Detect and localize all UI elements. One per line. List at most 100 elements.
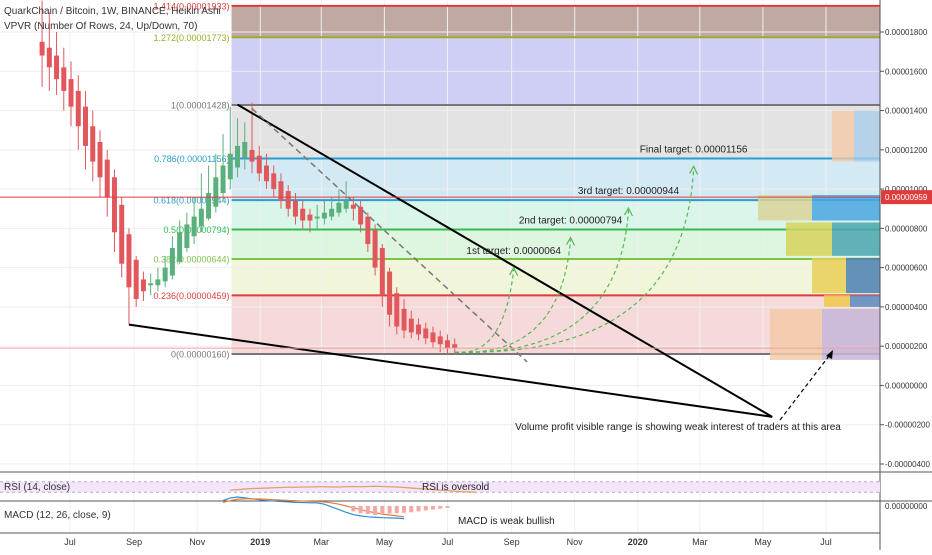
time-tick-label-1: Sep <box>126 537 142 547</box>
fib-label-4: 0.618(0.00000944) <box>153 196 229 206</box>
rsi-annotation: RSI is oversold <box>422 482 489 493</box>
candle-body-53 <box>423 328 429 339</box>
candle-body-35 <box>292 200 298 217</box>
candle-body-36 <box>300 208 306 221</box>
candle-body-45 <box>365 216 371 245</box>
candle-body-28 <box>242 141 248 158</box>
price-tick-label-1: 0.00001600 <box>885 67 928 76</box>
candle-body-21 <box>191 216 197 237</box>
macd-histogram-bar-9 <box>416 506 421 512</box>
macd-histogram-bar-1 <box>358 506 363 514</box>
target-arrowhead-2 <box>623 206 634 217</box>
candle-body-29 <box>249 149 255 162</box>
candle-body-8 <box>97 141 103 178</box>
candle-body-20 <box>184 224 190 248</box>
candle-body-5 <box>75 90 81 127</box>
macd-histogram-bar-8 <box>409 506 414 513</box>
upper-trendline <box>237 103 773 418</box>
candle-body-4 <box>68 79 74 107</box>
price-tick-label-9: 0.00000000 <box>885 381 928 390</box>
annotation-arrow-line <box>779 351 833 421</box>
macd-histogram-bar-2 <box>365 506 370 515</box>
macd-histogram-bar-6 <box>394 506 399 514</box>
candle-body-14 <box>140 279 146 292</box>
macd-histogram-bar-13 <box>445 506 450 508</box>
candle-body-40 <box>329 208 335 217</box>
candle-body-25 <box>220 165 226 194</box>
rsi-legend[interactable]: RSI (14, close) <box>4 482 71 493</box>
target-arc-2 <box>454 210 630 353</box>
target-label-3: Final target: 0.00001156 <box>640 144 748 155</box>
vpvr-legend[interactable]: VPVR (Number Of Rows, 24, Up/Down, 70) <box>4 21 198 32</box>
volume-profile-down-3 <box>850 295 880 307</box>
fib-label-0: 1.414(0.00001933) <box>153 1 229 11</box>
target-arrowhead-1 <box>566 236 576 246</box>
candle-body-26 <box>227 153 233 180</box>
rsi-line <box>230 485 477 493</box>
candle-body-16 <box>155 279 161 286</box>
current-price-badge-label: 0.00000959 <box>885 193 928 202</box>
candle-body-33 <box>278 181 284 201</box>
candle-body-55 <box>437 336 443 345</box>
fib-label-7: 0.236(0.00000459) <box>153 291 229 301</box>
candle-body-7 <box>90 126 96 162</box>
candle-body-1 <box>46 47 52 68</box>
volume-profile-up-4 <box>770 308 822 360</box>
target-label-2: 3rd target: 0.00000944 <box>578 186 680 197</box>
macd-histogram-bar-5 <box>387 506 392 514</box>
time-tick-label-6: Jul <box>442 537 454 547</box>
candle-body-51 <box>408 318 414 333</box>
candle-body-18 <box>169 248 175 276</box>
macd-histogram-bar-0 <box>351 506 356 512</box>
time-tick-label-4: Mar <box>314 537 330 547</box>
time-tick-label-10: Mar <box>692 537 708 547</box>
candle-body-10 <box>111 177 117 233</box>
macd-histogram-bar-7 <box>402 506 407 513</box>
target-arc-3 <box>454 168 695 353</box>
price-tick-label-3: 0.00001200 <box>885 146 928 155</box>
candle-body-42 <box>343 200 349 209</box>
price-tick-label-11: -0.00000400 <box>885 460 930 469</box>
target-label-1: 2nd target: 0.00000794 <box>519 216 623 227</box>
time-tick-label-12: Jul <box>820 537 832 547</box>
candle-body-41 <box>336 202 342 213</box>
rsi-band <box>0 481 880 493</box>
price-tick-label-8: 0.00000200 <box>885 342 928 351</box>
candle-body-24 <box>213 177 219 207</box>
current-price-badge <box>881 190 932 205</box>
price-tick-label-10: -0.00000200 <box>885 421 930 430</box>
candle-body-43 <box>350 204 356 209</box>
candle-body-6 <box>83 106 89 146</box>
fib-zone-2 <box>231 105 881 159</box>
candle-body-22 <box>198 208 204 227</box>
macd-histogram-bar-11 <box>431 506 436 510</box>
macd-tick-label-0: 0.00000000 <box>885 502 928 511</box>
candle-body-50 <box>401 308 407 331</box>
candle-body-2 <box>54 55 60 80</box>
candle-body-19 <box>177 232 183 262</box>
fib-zone-0 <box>231 5 881 38</box>
candle-body-3 <box>61 67 67 91</box>
candle-body-38 <box>314 216 320 219</box>
candle-body-13 <box>133 259 139 300</box>
candle-body-12 <box>126 234 132 288</box>
candle-body-30 <box>256 155 262 174</box>
time-tick-label-9: 2020 <box>628 537 648 547</box>
fib-label-8: 0(0.00000160) <box>171 350 230 360</box>
time-tick-label-5: May <box>376 537 394 547</box>
macd-histogram-bar-4 <box>380 506 385 515</box>
volume-profile-down-2 <box>846 257 880 294</box>
annotation-arrowhead <box>826 350 833 359</box>
candle-body-44 <box>358 206 364 225</box>
time-tick-label-0: Jul <box>64 537 76 547</box>
price-tick-label-5: 0.00000800 <box>885 224 928 233</box>
candle-body-46 <box>372 230 378 268</box>
symbol-legend[interactable]: QuarkChain / Bitcoin, 1W, BINANCE, Heiki… <box>4 6 221 17</box>
candle-body-32 <box>271 173 277 190</box>
volume-profile-up-3 <box>824 295 850 307</box>
candle-body-56 <box>444 340 450 349</box>
price-tick-label-2: 0.00001400 <box>885 107 928 116</box>
macd-legend[interactable]: MACD (12, 26, close, 9) <box>4 510 111 521</box>
macd-histogram-bar-10 <box>423 506 428 511</box>
